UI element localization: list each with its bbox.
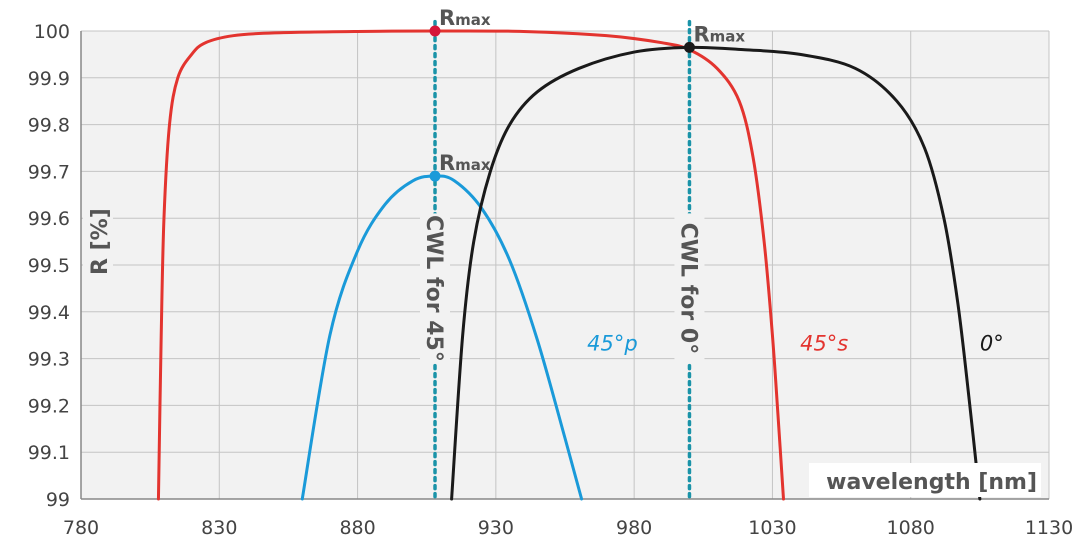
x-tick-label: 780 <box>63 517 99 539</box>
y-tick-label: 99.4 <box>28 302 70 324</box>
y-tick-label: 99.9 <box>28 68 70 90</box>
x-axis-title-background <box>809 463 1041 497</box>
y-tick-label: 99.5 <box>28 255 70 277</box>
series-line <box>156 29 785 501</box>
rmax-subscript: max <box>455 156 491 174</box>
y-axis-title-group: R [%] <box>83 201 113 282</box>
cwl-label-background <box>420 213 451 364</box>
cwl-label-background <box>674 213 705 364</box>
cwl-label: CWL for 45° <box>421 215 446 362</box>
x-tick-label: 930 <box>478 517 514 539</box>
series-curves <box>156 29 982 501</box>
y-tick-label: 99.7 <box>28 161 70 183</box>
x-tick-label: 1130 <box>1025 517 1073 539</box>
grid: 99 99.1 99.2 99.3 99.4 99.5 99.6 99.7 99.8 99.9 10… <box>28 21 1073 539</box>
y-tick-label: 99.3 <box>28 349 70 371</box>
cwl-label-group: CWL for 0° <box>674 213 705 364</box>
y-tick-label: 99.2 <box>28 395 70 417</box>
y-axis-title: R [%] <box>88 208 113 275</box>
x-tick-label: 1030 <box>748 517 796 539</box>
rmax-point <box>429 25 441 37</box>
y-tick-label: 100 <box>34 21 70 43</box>
rmax-subscript: max <box>710 27 746 45</box>
curve-label: 45°p <box>587 332 638 356</box>
curve-label: 45°s <box>800 332 848 356</box>
rmax-label: Rmax <box>693 22 745 46</box>
chart-labels: 45°p 45°s 0° R [%] wavelength [nm] <box>83 201 1041 497</box>
rmax-point <box>429 170 441 182</box>
y-tick-label: 99 <box>46 489 70 511</box>
rmax-subscript: max <box>455 11 491 29</box>
x-tick-label: 980 <box>616 517 652 539</box>
curve-label: 0° <box>980 332 1004 356</box>
cwl-label: CWL for 0° <box>675 223 700 355</box>
y-tick-label: 99.1 <box>28 442 70 464</box>
series-line <box>450 45 982 501</box>
x-tick-label: 880 <box>339 517 375 539</box>
rmax-point <box>683 41 695 53</box>
rmax-label: Rmax <box>439 6 491 30</box>
x-tick-label: 830 <box>201 517 237 539</box>
cwl-lines: CWL for 45° CWL for 0° <box>420 19 705 501</box>
x-axis-title: wavelength [nm] <box>826 470 1037 495</box>
y-tick-label: 99.6 <box>28 208 70 230</box>
y-axis-title-background <box>83 201 113 282</box>
y-tick-label: 99.8 <box>28 115 70 137</box>
cwl-label-group: CWL for 45° <box>420 213 451 364</box>
x-tick-label: 1080 <box>887 517 935 539</box>
series-line <box>300 174 584 501</box>
